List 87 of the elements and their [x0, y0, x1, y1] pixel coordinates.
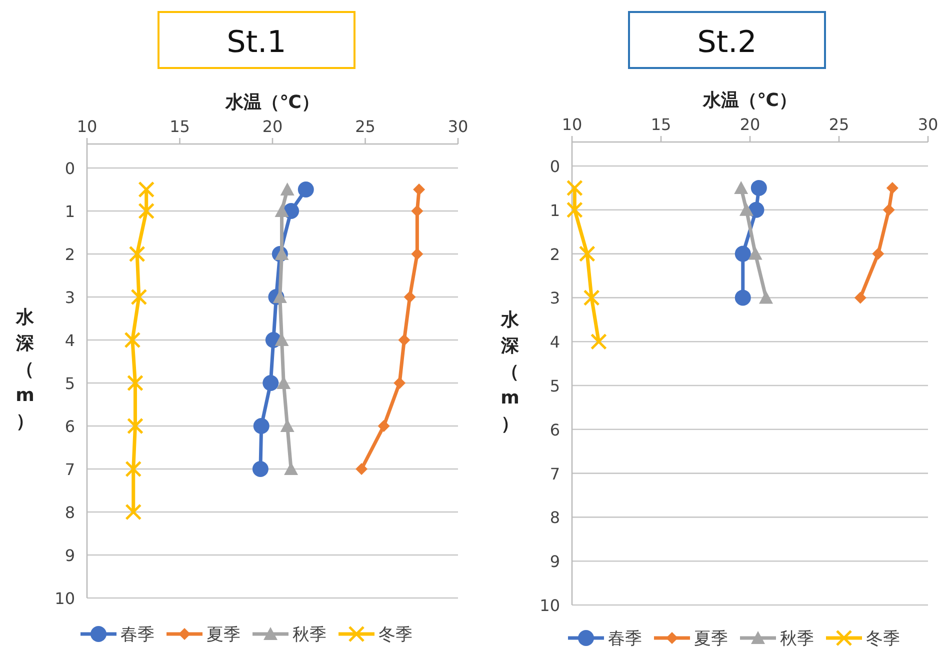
point: [886, 182, 898, 194]
y-tick-label: 8: [550, 508, 560, 528]
y-tick-label: 9: [64, 546, 75, 565]
y-tick-label: 4: [550, 332, 560, 352]
point: [734, 180, 748, 194]
point: [759, 290, 774, 304]
x-tick-label: 25: [355, 117, 376, 136]
y-tick-label: 3: [550, 288, 560, 308]
point: [566, 202, 583, 218]
point: [298, 182, 314, 198]
legend-label: 春季: [120, 625, 154, 645]
point: [128, 246, 146, 262]
y-tick-label: 8: [64, 503, 75, 522]
x-tick-label: 30: [918, 115, 938, 134]
point: [872, 248, 884, 260]
point: [748, 246, 762, 260]
point: [394, 377, 406, 389]
legend-label: 冬季: [866, 629, 900, 648]
point: [734, 246, 751, 262]
point: [404, 291, 416, 303]
point: [590, 333, 607, 350]
point: [882, 204, 895, 216]
x-tick-label: 30: [448, 117, 468, 136]
y-tick-label: 6: [550, 420, 560, 440]
point: [130, 288, 148, 306]
y-tick-label: 7: [550, 464, 560, 484]
point: [126, 374, 144, 392]
legend-label: 秋季: [780, 629, 814, 648]
y-tick-label: 5: [550, 376, 560, 396]
point: [413, 184, 426, 196]
point: [138, 202, 155, 220]
point: [566, 180, 583, 196]
y-tick-label: 9: [550, 552, 560, 572]
x-tick-label: 15: [650, 115, 672, 134]
x-tick-label: 20: [740, 115, 760, 134]
y-tick-label: 10: [54, 589, 75, 608]
x-axis-title: 水温（℃）: [224, 92, 320, 113]
x-tick-label: 25: [828, 115, 850, 134]
point: [578, 246, 596, 262]
legend-label: 春季: [608, 629, 642, 648]
y-tick-label: 0: [550, 157, 560, 176]
point: [739, 202, 754, 216]
point: [138, 181, 155, 198]
y-tick-label: 2: [64, 245, 75, 264]
point: [854, 292, 866, 304]
point: [378, 420, 390, 432]
point: [252, 461, 268, 477]
point: [125, 504, 142, 520]
y-tick-label: 1: [64, 202, 75, 221]
y-tick-label: 5: [64, 374, 75, 393]
point: [583, 289, 600, 306]
point: [356, 463, 368, 475]
x-tick-label: 10: [76, 117, 98, 136]
point: [411, 205, 424, 217]
point: [280, 419, 294, 432]
x-tick-label: 10: [562, 115, 582, 134]
point: [126, 418, 144, 434]
point: [253, 418, 270, 434]
y-tick-label: 3: [64, 288, 75, 307]
y-tick-label: 10: [540, 596, 560, 615]
point: [398, 334, 410, 346]
x-tick-label: 20: [262, 117, 283, 136]
chart-title: St.1: [226, 25, 286, 60]
point: [274, 204, 289, 217]
y-axis-title: 水深（m）: [500, 310, 520, 434]
point: [280, 182, 294, 196]
y-tick-label: 2: [550, 244, 560, 264]
point: [124, 332, 141, 348]
chart-title: St.2: [697, 25, 757, 60]
y-tick-label: 7: [64, 460, 75, 479]
point: [262, 375, 279, 391]
y-tick-label: 4: [64, 331, 75, 350]
x-tick-label: 15: [170, 117, 190, 136]
y-tick-label: 0: [64, 159, 75, 178]
legend-label: 秋季: [292, 625, 326, 645]
point: [411, 248, 424, 260]
legend-label: 夏季: [694, 629, 728, 648]
point: [284, 462, 298, 475]
y-axis-title: 水深（m）: [15, 307, 35, 432]
point: [734, 290, 751, 306]
y-tick-label: 6: [64, 417, 75, 436]
legend-label: 冬季: [378, 625, 412, 645]
x-axis-title: 水温（℃）: [702, 90, 797, 111]
point: [750, 180, 767, 196]
y-tick-label: 1: [550, 200, 560, 220]
legend-label: 夏季: [206, 625, 240, 645]
point: [125, 460, 142, 478]
